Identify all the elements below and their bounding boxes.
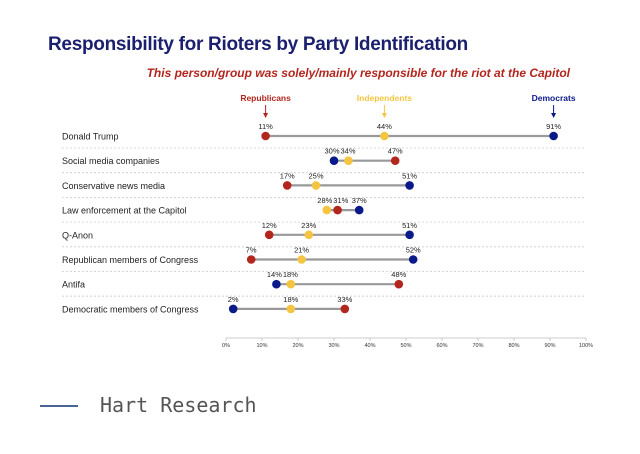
data-label: 14% <box>267 270 282 279</box>
x-tick-label: 20% <box>292 343 303 349</box>
category-label: Donald Trump <box>62 132 119 142</box>
category-label: Republican members of Congress <box>62 255 199 265</box>
x-tick-label: 0% <box>222 343 230 349</box>
data-point-republicans <box>261 131 270 141</box>
data-label: 48% <box>391 270 406 279</box>
data-point-democrats <box>408 255 418 264</box>
data-label: 28% <box>317 196 332 205</box>
legend-arrow-icon <box>551 113 557 118</box>
data-point-republicans <box>340 304 350 314</box>
data-point-republicans <box>264 230 274 240</box>
category-label: Law enforcement at the Capitol <box>62 206 187 216</box>
data-point-republicans <box>394 279 404 289</box>
data-label: 51% <box>402 221 417 230</box>
data-point-democrats <box>549 131 558 141</box>
data-label: 51% <box>402 171 417 180</box>
category-label: Democratic members of Congress <box>62 304 199 314</box>
data-label: 34% <box>340 147 355 156</box>
data-point-independents <box>344 156 353 165</box>
x-tick-label: 100% <box>579 343 593 349</box>
data-point-independents <box>286 304 296 314</box>
data-label: 44% <box>377 122 392 131</box>
data-point-democrats <box>228 304 238 314</box>
data-label: 23% <box>301 221 316 230</box>
data-label: 47% <box>388 147 403 156</box>
footer-brand: Hart Research <box>100 393 257 417</box>
legend-democrats: Democrats <box>532 93 576 103</box>
data-label: 21% <box>294 246 309 255</box>
category-label: Social media companies <box>62 156 160 166</box>
data-label: 17% <box>280 171 295 180</box>
data-label: 18% <box>283 295 298 304</box>
data-point-republicans <box>333 205 342 215</box>
x-tick-label: 80% <box>508 343 519 349</box>
legend-arrow-icon <box>381 113 387 118</box>
data-point-democrats <box>405 181 414 190</box>
data-point-independents <box>304 230 314 240</box>
data-label: 18% <box>283 270 298 279</box>
data-point-independents <box>286 279 296 289</box>
x-tick-label: 50% <box>400 343 411 349</box>
data-label: 12% <box>262 221 277 230</box>
category-label: Antifa <box>62 280 85 290</box>
data-point-democrats <box>272 279 281 289</box>
legend-republicans: Republicans <box>240 93 291 103</box>
data-point-independents <box>311 181 321 190</box>
x-tick-label: 10% <box>256 343 267 349</box>
data-point-independents <box>297 255 306 264</box>
legend-independents: Independents <box>357 93 413 103</box>
category-label: Conservative news media <box>62 181 165 191</box>
footer-divider <box>40 405 78 407</box>
data-point-independents <box>322 205 332 215</box>
data-point-democrats <box>329 156 339 165</box>
data-label: 25% <box>308 171 323 180</box>
data-point-democrats <box>354 205 364 215</box>
chart-subtitle: This person/group was solely/mainly resp… <box>146 66 570 80</box>
data-point-democrats <box>405 230 414 240</box>
data-point-republicans <box>246 255 256 264</box>
data-point-independents <box>380 131 389 141</box>
data-label: 30% <box>324 147 339 156</box>
x-tick-label: 60% <box>436 343 447 349</box>
category-label: Q-Anon <box>62 230 93 240</box>
data-label: 37% <box>352 196 367 205</box>
x-tick-label: 70% <box>472 343 483 349</box>
data-label: 2% <box>228 295 239 304</box>
data-label: 7% <box>246 246 257 255</box>
x-tick-label: 30% <box>328 343 339 349</box>
data-label: 11% <box>258 122 273 131</box>
data-label: 33% <box>337 295 352 304</box>
chart-title: Responsibility for Rioters by Party Iden… <box>48 34 468 55</box>
data-point-republicans <box>282 181 292 190</box>
data-point-republicans <box>390 156 400 165</box>
legend-arrow-icon <box>263 113 269 118</box>
x-tick-label: 40% <box>364 343 375 349</box>
data-label: 91% <box>546 122 561 131</box>
data-label: 31% <box>333 196 348 205</box>
data-label: 52% <box>406 246 421 255</box>
x-tick-label: 90% <box>544 343 555 349</box>
